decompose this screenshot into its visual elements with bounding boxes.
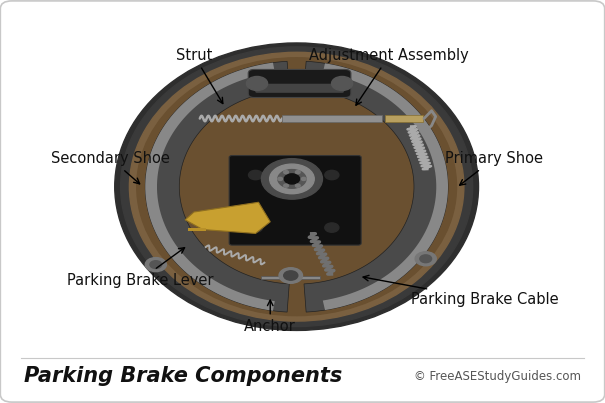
Circle shape [249, 170, 263, 180]
Circle shape [284, 174, 299, 184]
Circle shape [415, 252, 436, 266]
Circle shape [420, 255, 431, 263]
Circle shape [295, 184, 300, 187]
Ellipse shape [120, 47, 473, 326]
Ellipse shape [115, 43, 479, 330]
Polygon shape [323, 63, 448, 310]
Circle shape [261, 159, 322, 199]
Circle shape [150, 261, 162, 268]
Text: Parking Brake Cable: Parking Brake Cable [363, 275, 558, 307]
Ellipse shape [137, 58, 457, 316]
FancyBboxPatch shape [385, 115, 423, 122]
Circle shape [284, 170, 289, 174]
Text: Anchor: Anchor [244, 300, 296, 334]
Text: Secondary Shoe: Secondary Shoe [51, 151, 170, 184]
Circle shape [279, 268, 302, 283]
Circle shape [284, 184, 289, 187]
Circle shape [278, 177, 283, 181]
Circle shape [301, 177, 306, 181]
Text: Strut: Strut [176, 48, 223, 104]
Circle shape [295, 170, 300, 174]
Circle shape [246, 77, 267, 91]
FancyBboxPatch shape [248, 69, 351, 98]
Polygon shape [145, 62, 275, 311]
Text: Adjustment Assembly: Adjustment Assembly [310, 48, 469, 105]
Circle shape [278, 170, 306, 188]
Text: © FreeASEStudyGuides.com: © FreeASEStudyGuides.com [414, 370, 581, 382]
Circle shape [270, 164, 314, 194]
Text: Parking Brake Components: Parking Brake Components [24, 366, 342, 386]
FancyBboxPatch shape [255, 84, 344, 93]
Circle shape [325, 170, 339, 180]
Circle shape [284, 271, 298, 280]
Text: Parking Brake Lever: Parking Brake Lever [67, 248, 213, 288]
Circle shape [249, 223, 263, 232]
Circle shape [332, 77, 353, 91]
FancyBboxPatch shape [188, 229, 206, 231]
Text: Primary Shoe: Primary Shoe [445, 151, 543, 185]
FancyBboxPatch shape [229, 156, 361, 245]
Circle shape [145, 258, 166, 272]
Polygon shape [304, 61, 448, 312]
FancyBboxPatch shape [261, 276, 320, 279]
Ellipse shape [129, 52, 464, 321]
Polygon shape [145, 61, 289, 312]
FancyBboxPatch shape [282, 115, 382, 122]
Polygon shape [185, 202, 270, 233]
Circle shape [325, 223, 339, 232]
